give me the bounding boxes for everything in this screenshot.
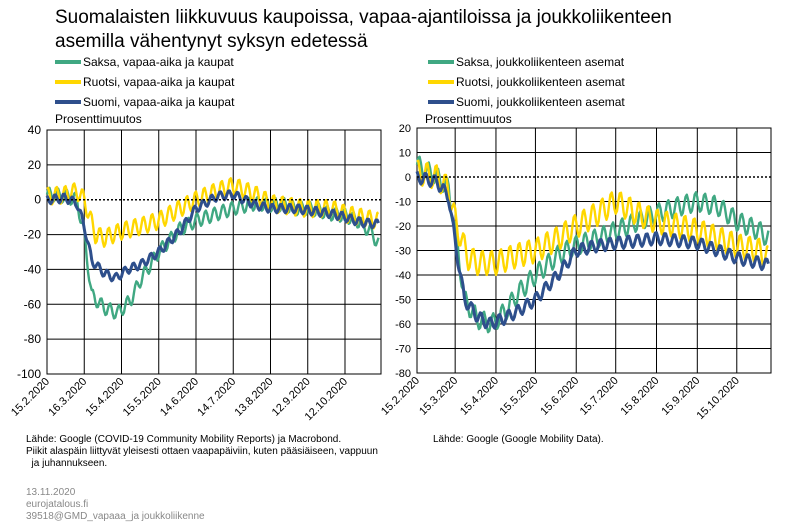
y-tick-label: -60 [395, 319, 411, 331]
title-line-2: asemilla vähentynyt syksyn edetessä [55, 31, 368, 52]
x-tick-label: 16.3.2020 [46, 376, 89, 419]
y-tick-label: -40 [395, 270, 411, 282]
y-tick-label: 20 [399, 123, 411, 135]
meta-code: 39518@GMD_vapaaa_ja joukkoliikenne [26, 511, 205, 522]
legend-label: Ruotsi, joukkoliikenteen asemat [456, 75, 625, 89]
x-tick-label: 15.2.2020 [379, 375, 422, 418]
y-tick-label: -60 [24, 297, 42, 311]
x-tick-label: 15.2.2020 [9, 376, 52, 419]
legend-swatch-suomi [428, 100, 454, 104]
legend-label: Suomi, vapaa-aika ja kaupat [83, 95, 235, 109]
x-tick-label: 14.6.2020 [158, 376, 201, 419]
meta-info: 13.11.2020 eurojatalous.fi 39518@GMD_vap… [26, 487, 205, 523]
legend-item: Ruotsi, vapaa-aika ja kaupat [55, 72, 234, 92]
plot-frame [416, 127, 772, 374]
legend-label: Ruotsi, vapaa-aika ja kaupat [83, 75, 235, 89]
x-tick-label: 15.4.2020 [84, 376, 127, 419]
x-tick-label: 15.6.2020 [538, 375, 581, 418]
series-line-ruotsi [416, 159, 769, 277]
series-line-saksa [45, 186, 380, 320]
y-axis-label-left: Prosenttimuutos [55, 112, 142, 126]
x-tick-label: 13.8.2020 [233, 376, 276, 419]
y-tick-label: 20 [28, 158, 42, 172]
legend-swatch-saksa [428, 60, 454, 64]
x-tick-label: 15.3.2020 [417, 375, 460, 418]
plot-frame [46, 129, 382, 375]
meta-date: 13.11.2020 [26, 487, 76, 498]
source-line: ja juhannukseen. [26, 458, 108, 469]
legend-swatch-ruotsi [428, 80, 454, 84]
y-tick-label: -30 [395, 246, 411, 258]
y-tick-label: -40 [24, 262, 42, 276]
legend-swatch-saksa [55, 60, 81, 64]
source-note-right: Lähde: Google (Google Mobility Data). [433, 434, 604, 445]
legend-label: Saksa, vapaa-aika ja kaupat [83, 55, 234, 69]
y-tick-label: -20 [24, 228, 42, 242]
y-tick-label: -80 [24, 332, 42, 346]
legend-item: Saksa, joukkoliikenteen asemat [428, 52, 625, 72]
x-tick-label: 15.5.2020 [497, 375, 540, 418]
series-line-suomi [415, 170, 770, 330]
source-line: Piikit alaspäin liittyvät yleisesti otta… [26, 446, 378, 457]
y-tick-label: 10 [399, 148, 411, 160]
title-line-1: Suomalaisten liikkuvuus kaupoissa, vapaa… [55, 7, 672, 28]
series-line-saksa [415, 155, 770, 334]
legend-item: Ruotsi, joukkoliikenteen asemat [428, 72, 625, 92]
legend-label: Suomi, joukkoliikenteen asemat [456, 95, 625, 109]
chart-title: Suomalaisten liikkuvuus kaupoissa, vapaa… [55, 6, 775, 54]
source-note-left: Lähde: Google (COVID-19 Community Mobili… [26, 434, 378, 470]
x-tick-label: 14.7.2020 [195, 376, 238, 419]
series-line-suomi [45, 189, 380, 283]
x-tick-label: 15.4.2020 [458, 375, 501, 418]
y-tick-label: -70 [395, 344, 411, 356]
legend-left: Saksa, vapaa-aika ja kaupat Ruotsi, vapa… [55, 52, 234, 112]
y-tick-label: -10 [395, 197, 411, 209]
y-tick-label: 40 [28, 123, 42, 137]
x-tick-label: 15.5.2020 [121, 376, 164, 419]
y-tick-label: 0 [405, 172, 411, 184]
x-tick-label: 15.7.2020 [578, 375, 621, 418]
legend-item: Suomi, vapaa-aika ja kaupat [55, 92, 234, 112]
y-tick-label: -20 [395, 221, 411, 233]
y-axis-label-right: Prosenttimuutos [425, 112, 512, 126]
meta-site: eurojatalous.fi [26, 499, 89, 510]
legend-item: Suomi, joukkoliikenteen asemat [428, 92, 625, 112]
legend-label: Saksa, joukkoliikenteen asemat [456, 55, 625, 69]
source-line: Lähde: Google (COVID-19 Community Mobili… [26, 434, 342, 445]
x-tick-label: 15.10.2020 [694, 375, 741, 422]
legend-item: Saksa, vapaa-aika ja kaupat [55, 52, 234, 72]
y-tick-label: -50 [395, 295, 411, 307]
y-tick-label: -100 [17, 367, 41, 381]
legend-right: Saksa, joukkoliikenteen asemat Ruotsi, j… [428, 52, 625, 112]
y-tick-label: 0 [34, 193, 41, 207]
legend-swatch-suomi [55, 100, 81, 104]
x-tick-label: 15.8.2020 [619, 375, 662, 418]
legend-swatch-ruotsi [55, 80, 81, 84]
y-tick-label: -80 [395, 368, 411, 380]
